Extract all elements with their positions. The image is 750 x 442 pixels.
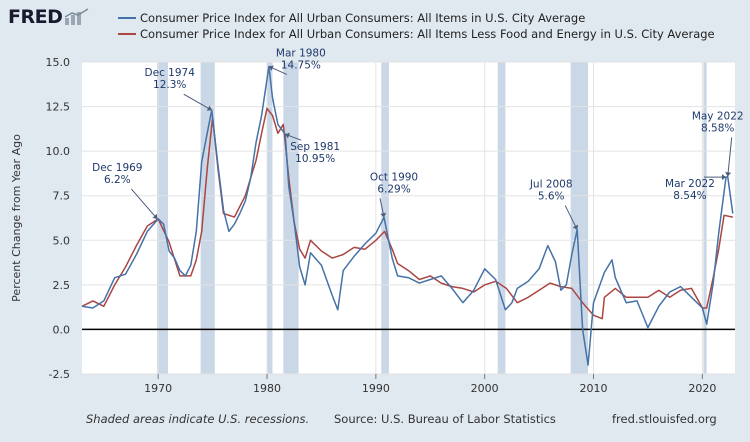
annotation-date: May 2022 [692, 110, 744, 122]
recession-band [381, 62, 389, 374]
recession-band [267, 62, 273, 374]
x-tick-label: 2020 [688, 382, 716, 395]
recession-band [497, 62, 506, 374]
annotation-arrowhead [206, 105, 212, 111]
recession-band [283, 62, 299, 374]
annotation-date: Oct 1990 [370, 171, 418, 183]
annotation-date: Jul 2008 [529, 179, 573, 191]
y-tick-label: 0.0 [53, 323, 71, 336]
plot-area [82, 62, 735, 374]
annotation-value: 12.3% [153, 79, 186, 91]
legend-label-cpi-core: Consumer Price Index for All Urban Consu… [140, 27, 715, 41]
annotation-value: 8.54% [673, 190, 706, 202]
annotation-arrowhead [721, 174, 726, 181]
annotation-arrowhead [725, 172, 732, 177]
annotation-arrowhead [572, 224, 579, 230]
annotation-arrowhead [380, 212, 387, 218]
legend-entry-cpi-core[interactable]: Consumer Price Index for All Urban Consu… [118, 26, 715, 42]
annotation-arrowhead [152, 213, 158, 219]
fred-site-link[interactable]: fred.stlouisfed.org [612, 412, 717, 426]
x-tick-label: 2010 [580, 382, 608, 395]
x-tick-label: 1970 [144, 382, 172, 395]
y-tick-label: 15.0 [46, 56, 71, 69]
recession-note: Shaded areas indicate U.S. recessions. [86, 412, 310, 426]
annotation-date: Mar 2022 [665, 178, 715, 190]
fred-logo-text: FRED [8, 6, 63, 28]
annotation-value: 6.29% [377, 183, 410, 195]
legend-swatch-cpi-core [118, 33, 136, 35]
annotation-arrowhead [268, 65, 274, 71]
annotation-value: 8.58% [701, 122, 734, 134]
annotation-arrowhead [285, 132, 290, 139]
annotation-value: 14.75% [281, 59, 321, 71]
annotation-arrow [130, 188, 158, 220]
annotation-date: Dec 1969 [92, 162, 142, 174]
annotation-value: 6.2% [104, 174, 131, 186]
fred-graph-icon [65, 8, 89, 25]
annotation-arrow [183, 93, 212, 111]
y-tick-label: 12.5 [46, 101, 71, 114]
source-credit: Source: U.S. Bureau of Labor Statistics [334, 412, 556, 426]
annotation-arrow [564, 205, 578, 230]
recession-band [570, 62, 589, 374]
x-tick-label: 1980 [253, 382, 281, 395]
x-tick-label: 1990 [362, 382, 390, 395]
annotation-value: 5.6% [538, 191, 565, 203]
legend-entry-cpi-all[interactable]: Consumer Price Index for All Urban Consu… [118, 10, 715, 26]
series-line-cpi-all [81, 65, 734, 366]
y-tick-label: 10.0 [46, 145, 71, 158]
fred-logo[interactable]: FRED [8, 6, 90, 28]
y-tick-label: 2.5 [53, 279, 71, 292]
legend-label-cpi-all: Consumer Price Index for All Urban Consu… [140, 11, 586, 25]
y-tick-label: 5.0 [53, 234, 71, 247]
legend-swatch-cpi-all [118, 17, 136, 19]
chart-legend: Consumer Price Index for All Urban Consu… [118, 10, 715, 42]
annotation-date: Mar 1980 [276, 47, 326, 59]
annotation-arrow [727, 137, 733, 177]
annotation-date: Sep 1981 [290, 141, 340, 153]
recession-band [157, 62, 168, 374]
annotation-value: 10.95% [295, 153, 335, 165]
y-tick-label: -2.5 [49, 368, 70, 381]
recession-band [703, 62, 707, 374]
annotation-date: Dec 1974 [145, 67, 196, 79]
series-line-cpi-core [81, 107, 733, 320]
x-tick-label: 2000 [471, 382, 499, 395]
recession-band [200, 62, 215, 374]
y-tick-label: 7.5 [53, 190, 71, 203]
y-axis-label: Percent Change from Year Ago [10, 134, 23, 302]
